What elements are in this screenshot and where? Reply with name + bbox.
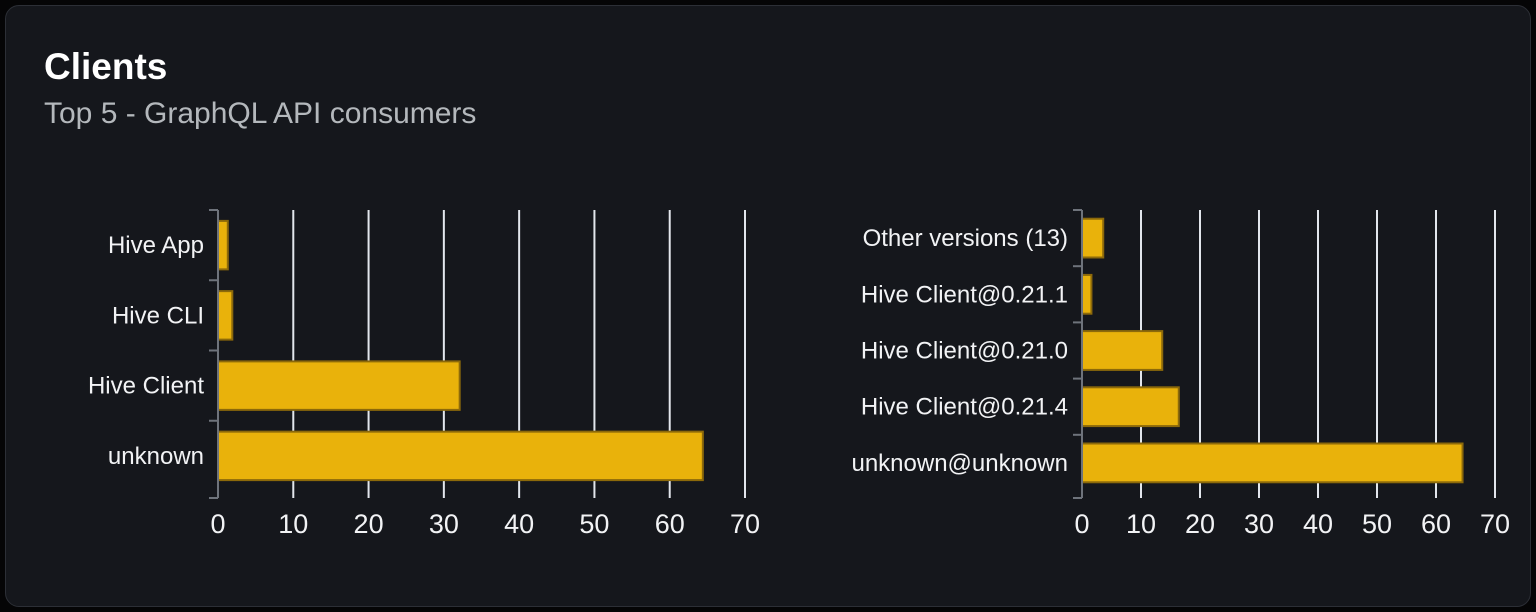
category-label: unknown (108, 443, 204, 470)
category-label: Other versions (13) (863, 225, 1068, 252)
category-label: unknown@unknown (851, 450, 1068, 477)
category-label: Hive Client@0.21.1 (861, 281, 1068, 308)
card-title: Clients (44, 46, 168, 87)
category-label: Hive App (108, 232, 204, 259)
category-label: Hive Client@0.21.4 (861, 394, 1068, 421)
x-tick-label: 0 (210, 509, 225, 539)
bar-unknown[interactable] (217, 430, 704, 482)
x-tick-label: 10 (1126, 509, 1156, 539)
x-tick-label: 0 (1074, 509, 1089, 539)
bar-hive-client-0-21-0[interactable] (1081, 330, 1164, 371)
x-tick-label: 30 (429, 509, 459, 539)
clients-bar-chart-versions-right[interactable]: Other versions (13) Hive Client@0.21.1 Hiv… (782, 196, 1536, 571)
bar-hive-app[interactable] (217, 219, 229, 271)
x-tick-label: 70 (730, 509, 760, 539)
x-tick-label: 20 (1185, 509, 1215, 539)
x-tick-label: 70 (1480, 509, 1510, 539)
bar-hive-client-0-21-1[interactable] (1081, 273, 1093, 315)
bar-hive-cli[interactable] (217, 290, 234, 341)
x-tick-label: 20 (354, 509, 384, 539)
category-label: Hive Client@0.21.0 (861, 338, 1068, 365)
x-tick-label: 50 (579, 509, 609, 539)
card-subtitle: Top 5 - GraphQL API consumers (44, 97, 477, 130)
bar-unknown-unknown[interactable] (1081, 442, 1464, 484)
card-header: Clients Top 5 - GraphQL API consumers (44, 48, 476, 130)
bar-hive-client-0-21-4[interactable] (1081, 386, 1180, 428)
x-tick-label: 10 (278, 509, 308, 539)
x-tick-label: 60 (1421, 509, 1451, 539)
bar-other-versions-13-[interactable] (1081, 217, 1105, 259)
x-tick-label: 40 (1303, 509, 1333, 539)
category-label: Hive Client (88, 373, 204, 400)
x-tick-label: 30 (1244, 509, 1274, 539)
x-tick-label: 50 (1362, 509, 1392, 539)
bar-hive-client[interactable] (217, 360, 461, 411)
clients-card: Clients Top 5 - GraphQL API consumers Hi… (5, 5, 1531, 607)
x-tick-label: 40 (504, 509, 534, 539)
category-label: Hive CLI (112, 302, 204, 329)
x-tick-label: 60 (655, 509, 685, 539)
clients-bar-chart-left[interactable]: Hive App Hive CLI Hive Client unknown 0 10 20 3… (36, 196, 796, 571)
